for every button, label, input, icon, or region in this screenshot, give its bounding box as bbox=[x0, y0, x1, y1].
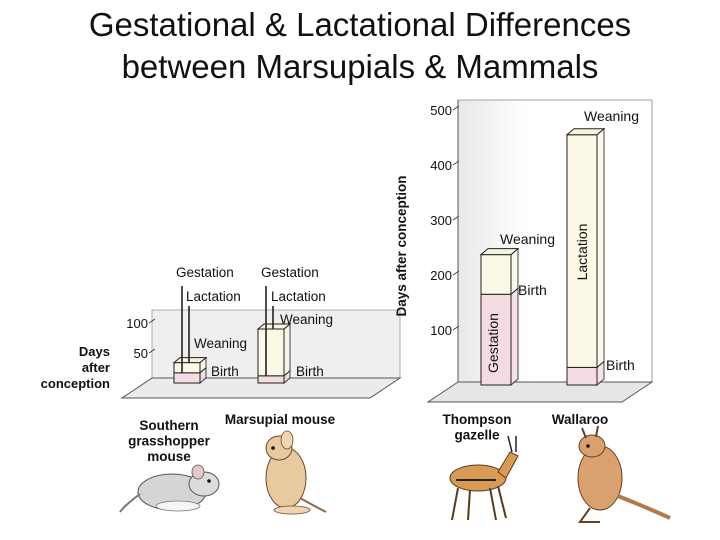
title-line-1: Gestational & Lactational Differences bbox=[88, 6, 632, 43]
category-label-thompson-gazelle: Thompson gazelle bbox=[443, 412, 512, 443]
left-bars bbox=[172, 286, 292, 385]
left-lactation-bar bbox=[257, 322, 291, 377]
right-tick-label: 200 bbox=[430, 268, 452, 283]
left-tick-mark bbox=[148, 348, 156, 354]
right-bar-top bbox=[479, 248, 520, 256]
left-chart: 50 100 Days after conception Gestation Lac… bbox=[41, 265, 402, 464]
wallaroo-lactation-label: Lactation bbox=[574, 224, 590, 281]
right-chart: 100 200 300 400 500 Days after conception We… bbox=[394, 99, 654, 443]
right-bars bbox=[479, 127, 606, 387]
category-label-marsupial-mouse: Marsupial mouse bbox=[225, 412, 336, 427]
left-tick-label: 50 bbox=[134, 346, 148, 361]
left-gestation-label: Gestation bbox=[261, 265, 319, 280]
slide-title: Gestational & Lactational Differences be… bbox=[0, 4, 720, 88]
right-tick-mark bbox=[452, 105, 460, 111]
title-line-2: between Marsupials & Mammals bbox=[121, 48, 599, 85]
right-tick-mark bbox=[452, 325, 460, 331]
right-tick-label: 300 bbox=[430, 213, 452, 228]
left-birth-label: Birth bbox=[211, 364, 239, 379]
left-ylabel-line-1: Days bbox=[79, 344, 110, 359]
right-tick-mark bbox=[452, 270, 460, 276]
left-gestation-label: Gestation bbox=[176, 265, 234, 280]
left-annotations: Gestation Lactation Gestation Lactation Wean… bbox=[176, 265, 333, 379]
category-label-grasshopper-mouse: Southern grasshopper mouse bbox=[128, 418, 211, 464]
wallaroo-weaning-label: Weaning bbox=[584, 108, 639, 124]
left-lactation-label: Lactation bbox=[271, 289, 326, 304]
category-label-wallaroo: Wallaroo bbox=[552, 412, 609, 427]
right-bar-top bbox=[565, 128, 606, 136]
wallaroo-illustration bbox=[577, 425, 671, 523]
left-bar-top bbox=[172, 357, 208, 364]
left-tick-mark bbox=[148, 318, 156, 324]
left-weaning-label: Weaning bbox=[280, 312, 333, 327]
left-weaning-label: Weaning bbox=[194, 336, 247, 351]
right-floor bbox=[426, 381, 654, 403]
right-tick-mark bbox=[452, 160, 460, 166]
right-lactation-bar bbox=[480, 247, 519, 296]
right-tick-label: 100 bbox=[430, 323, 452, 338]
left-birth-label: Birth bbox=[296, 364, 324, 379]
grasshopper-mouse-illustration bbox=[119, 464, 220, 513]
right-ylabel: Days after conception bbox=[394, 175, 409, 316]
right-category-labels: Thompson gazelle Wallaroo bbox=[443, 412, 609, 443]
left-y-label: Days after conception bbox=[41, 344, 110, 391]
right-y-ticks: 100 200 300 400 500 bbox=[430, 103, 460, 338]
left-category-labels: Southern grasshopper mouse Marsupial mouse bbox=[128, 412, 336, 464]
right-tick-mark bbox=[452, 215, 460, 221]
marsupial-mouse-illustration bbox=[265, 430, 327, 515]
left-lactation-label: Lactation bbox=[186, 289, 241, 304]
right-tick-label: 500 bbox=[430, 103, 452, 118]
thompson-gazelle-illustration bbox=[449, 435, 519, 521]
left-y-ticks: 50 100 bbox=[126, 316, 156, 361]
gazelle-gestation-label: Gestation bbox=[485, 313, 501, 373]
right-gestation-bar bbox=[566, 360, 605, 387]
gazelle-weaning-label: Weaning bbox=[500, 231, 555, 247]
gazelle-birth-label: Birth bbox=[518, 282, 547, 298]
wallaroo-birth-label: Birth bbox=[606, 357, 635, 373]
left-tick-label: 100 bbox=[126, 316, 148, 331]
right-annotations: Weaning Birth Weaning Birth Gestation Lactati… bbox=[485, 108, 639, 373]
left-ylabel-line-3: conception bbox=[41, 376, 110, 391]
right-tick-label: 400 bbox=[430, 158, 452, 173]
right-lactation-bar bbox=[566, 127, 605, 369]
left-ylabel-line-2: after bbox=[82, 360, 110, 375]
